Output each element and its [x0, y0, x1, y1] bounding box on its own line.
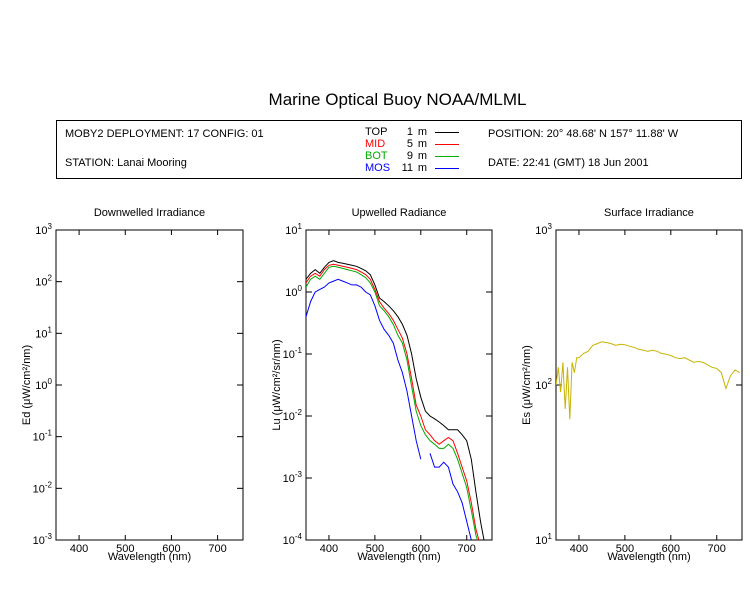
position-text: POSITION: 20° 48.68' N 157° 11.88' W	[488, 128, 679, 140]
legend-name: MID	[365, 138, 386, 150]
plot-frame	[55, 229, 244, 541]
x-tick-label: 400	[570, 543, 588, 555]
y-tick-label: 101	[35, 325, 52, 340]
deployment-text: MOBY2 DEPLOYMENT: 17 CONFIG: 01	[65, 128, 264, 140]
x-tick-label: 700	[708, 543, 726, 555]
y-tick-label: 10-2	[283, 408, 303, 423]
series-line-bot	[306, 265, 478, 540]
legend-item-top: TOP 1 m	[365, 126, 459, 138]
legend-name: TOP	[365, 126, 388, 138]
y-tick-label: 10-3	[283, 470, 303, 485]
chart-title: Surface Irradiance	[604, 207, 694, 219]
x-tick-label: 600	[412, 543, 430, 555]
legend-line	[435, 143, 459, 145]
legend-item-mos: MOS 11 m	[365, 162, 459, 174]
legend-line	[435, 131, 459, 133]
station-text: STATION: Lanai Mooring	[65, 157, 187, 169]
chart-panel: Upwelled Radiance 400 500 600 700 Wavelength …	[271, 207, 493, 563]
x-tick-label: 500	[616, 543, 634, 555]
info-box: MOBY2 DEPLOYMENT: 17 CONFIG: 01 STATION:…	[56, 120, 742, 179]
y-axis-label: Es (μW/cm²/nm)	[521, 345, 533, 425]
y-tick-label: 102	[535, 377, 552, 392]
y-axis-label: Lu (μW/cm²/sr/nm)	[271, 339, 283, 430]
y-tick-label: 102	[35, 274, 52, 289]
x-tick-label: 500	[116, 543, 134, 555]
legend-depth: 11	[401, 162, 413, 174]
x-tick-label: 700	[208, 543, 226, 555]
plot-frame	[555, 229, 743, 541]
y-tick-label: 103	[535, 222, 552, 237]
y-tick-label: 100	[285, 284, 302, 299]
series-line-es	[556, 341, 740, 420]
y-axis-label: Ed (μW/cm²/nm)	[21, 345, 33, 425]
y-tick-label: 100	[35, 377, 52, 392]
legend-unit: m	[417, 126, 427, 138]
chart-panel: Downwelled Irradiance 400 500 600 700 Wavelen…	[21, 207, 244, 563]
x-tick-label: 700	[458, 543, 476, 555]
x-tick-label: 500	[366, 543, 384, 555]
plot-frame	[305, 229, 493, 541]
x-tick-label: 600	[662, 543, 680, 555]
legend-depth: 9	[406, 150, 413, 162]
y-tick-label: 10-1	[33, 429, 53, 444]
date-text: DATE: 22:41 (GMT) 18 Jun 2001	[488, 157, 649, 169]
page-title: Marine Optical Buoy NOAA/MLML	[268, 90, 527, 109]
legend-depth: 5	[406, 138, 413, 150]
chart-title: Downwelled Irradiance	[94, 207, 205, 219]
x-axis-label: Wavelength (nm)	[108, 551, 191, 563]
legend-name: BOT	[365, 150, 388, 162]
legend-line	[435, 155, 459, 157]
y-tick-label: 101	[535, 532, 552, 547]
y-tick-label: 10-1	[283, 346, 303, 361]
legend-line	[435, 167, 459, 169]
x-axis-label: Wavelength (nm)	[607, 551, 690, 563]
legend-item-mid: MID 5 m	[365, 138, 459, 150]
legend-name: MOS	[365, 162, 391, 174]
x-axis-label: Wavelength (nm)	[357, 551, 440, 563]
legend-unit: m	[417, 150, 427, 162]
y-tick-label: 101	[285, 222, 302, 237]
y-tick-label: 10-4	[283, 532, 303, 547]
x-tick-label: 400	[320, 543, 338, 555]
legend-depth: 1	[406, 126, 413, 138]
series-line-mid	[306, 263, 480, 540]
legend-unit: m	[417, 162, 427, 174]
chart-title: Upwelled Radiance	[352, 207, 447, 219]
legend-unit: m	[417, 138, 427, 150]
series-line-top	[306, 260, 485, 540]
legend-item-bot: BOT 9 m	[365, 150, 459, 162]
y-tick-label: 10-2	[33, 480, 53, 495]
y-tick-label: 103	[35, 222, 52, 237]
x-tick-label: 600	[162, 543, 180, 555]
series-line-mos	[306, 278, 472, 540]
y-tick-label: 10-3	[33, 532, 53, 547]
x-tick-label: 400	[70, 543, 88, 555]
chart-panel: Surface Irradiance 400 500 600 700 Wavelength…	[521, 207, 743, 563]
